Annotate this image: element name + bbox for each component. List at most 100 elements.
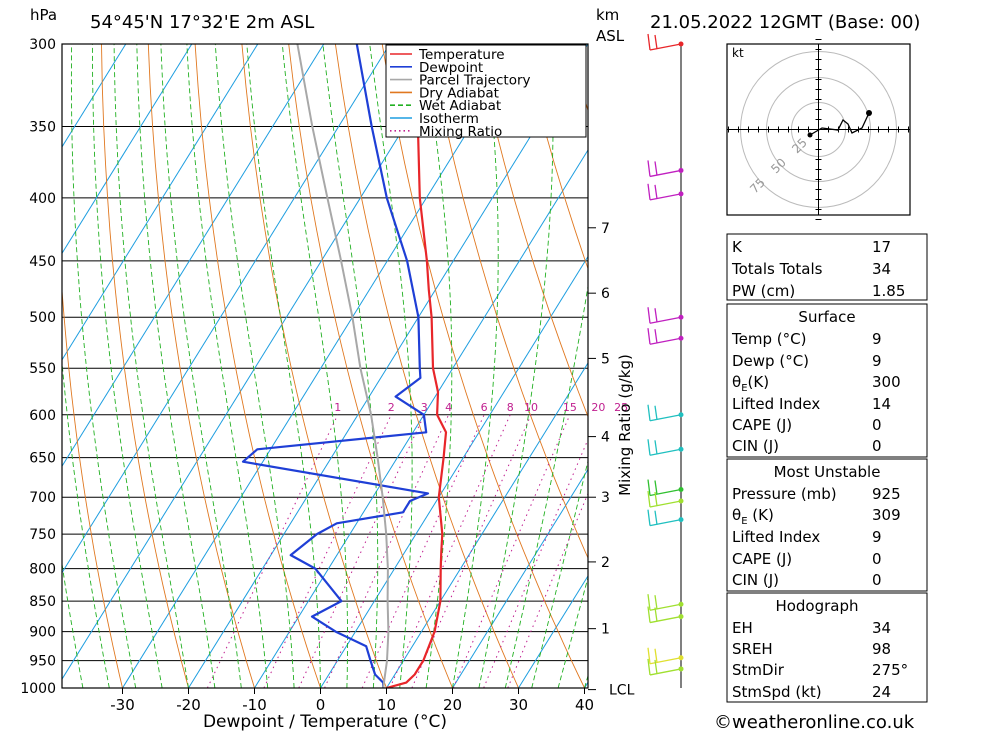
stmspd-value: 24	[872, 683, 891, 701]
pressure-tick-label: 300	[29, 37, 56, 53]
stmdir-label: StmDir	[732, 661, 785, 679]
wind-barb	[647, 439, 684, 456]
indices-box	[726, 233, 928, 301]
hodograph-startpoint	[807, 132, 813, 138]
dry-adiabat-line	[241, 44, 387, 688]
wet-adiabat-line	[136, 44, 216, 688]
temperature-tick-label: 30	[509, 696, 528, 714]
wet-adiabat-line	[423, 44, 453, 688]
surface-cape-value: 0	[872, 416, 882, 434]
dry-adiabat-line	[147, 44, 255, 688]
mu-pressure-value: 925	[872, 485, 901, 503]
hodograph-endpoint	[866, 110, 872, 116]
pw-value: 1.85	[872, 282, 905, 300]
wind-barb	[647, 647, 684, 665]
wet-adiabat-line	[322, 44, 379, 688]
credit-text: ©weatheronline.co.uk	[714, 712, 915, 733]
mixing-ratio-label: 25	[614, 401, 628, 414]
temperature-series-line	[386, 44, 448, 688]
wet-adiabat-line	[160, 44, 242, 688]
dry-adiabat-line	[194, 44, 321, 688]
isotherm-line	[320, 255, 588, 688]
hodograph-table-box	[726, 592, 928, 703]
isotherm-line	[386, 362, 588, 688]
mixing-ratio-label: 8	[507, 401, 514, 414]
surface-li-value: 14	[872, 395, 891, 413]
hodograph-trace	[809, 112, 870, 136]
legend-label: Dewpoint	[419, 60, 483, 76]
surface-box	[726, 303, 928, 458]
location-title: 54°45'N 17°32'E 2m ASL	[90, 12, 314, 33]
dry-adiabat-line	[288, 44, 453, 688]
wind-barb	[647, 183, 684, 201]
mu-li-value: 9	[872, 528, 882, 546]
isotherm-line	[62, 44, 391, 574]
surface-cin-label: CIN (J)	[732, 437, 779, 455]
wind-barb	[647, 307, 684, 324]
hodograph-unit: kt	[732, 46, 744, 60]
dry-adiabat-line	[428, 44, 588, 560]
legend-label: Wet Adiabat	[419, 98, 501, 114]
wind-barb	[647, 658, 684, 676]
pressure-tick-label: 400	[29, 191, 56, 207]
most-unstable-title: Most Unstable	[774, 463, 881, 481]
mixing-ratio-label: 10	[524, 401, 538, 414]
wet-adiabat-line	[186, 44, 269, 688]
temperature-tick-label: -20	[176, 696, 201, 714]
totals-totals-label: Totals Totals	[731, 260, 823, 278]
mu-cin-value: 0	[872, 571, 882, 589]
isotherm-line	[62, 44, 193, 255]
temperature-tick-label: 0	[316, 696, 326, 714]
dry-adiabat-line	[522, 44, 588, 270]
isotherm-line	[518, 574, 588, 688]
wet-adiabat-line	[478, 44, 554, 688]
temperature-tick-label: 40	[575, 696, 594, 714]
wet-adiabat-line	[113, 44, 189, 688]
dry-adiabat-line	[944, 44, 1000, 688]
hodograph-table: Hodograph EH 34 SREH 98 StmDir 275° StmS…	[726, 592, 928, 703]
legend-label: Parcel Trajectory	[419, 73, 531, 89]
dry-adiabat-line	[475, 44, 588, 418]
sreh-label: SREH	[732, 640, 773, 658]
legend-label: Dry Adiabat	[419, 85, 499, 101]
legend-label: Mixing Ratio	[419, 124, 502, 140]
mu-cape-label: CAPE (J)	[732, 550, 792, 568]
wind-barb	[647, 594, 684, 611]
height-tick-label: 1	[601, 622, 610, 638]
pw-label: PW (cm)	[732, 282, 795, 300]
temperature-tick-label: 20	[443, 696, 462, 714]
dry-adiabat-line	[334, 44, 519, 688]
surface-li-label: Lifted Index	[732, 395, 820, 413]
x-axis-title: Dewpoint / Temperature (°C)	[203, 712, 447, 732]
wet-adiabat-line	[214, 44, 295, 688]
mixing-ratio-line	[507, 492, 588, 688]
wet-adiabat-line	[369, 44, 413, 688]
surface-temp-value: 9	[872, 330, 882, 348]
indices-table: K 17 Totals Totals 34 PW (cm) 1.85	[726, 233, 928, 301]
pressure-tick-label: 950	[29, 654, 56, 670]
mixing-ratio-line	[411, 414, 532, 688]
temperature-tick-label: -10	[242, 696, 267, 714]
axis-layer: 1 2 3 4 6 8 10 15 20 2530035040045050055060065070…	[20, 37, 634, 714]
mixing-ratio-label: 6	[481, 401, 488, 414]
dewpoint-series-line	[241, 44, 430, 688]
k-index-label: K	[732, 238, 743, 256]
mu-cin-label: CIN (J)	[732, 571, 779, 589]
mixing-ratio-label: 4	[445, 401, 452, 414]
surface-dewp-value: 9	[872, 352, 882, 370]
wet-adiabat-line	[531, 459, 588, 688]
mixing-ratio-line	[361, 414, 485, 688]
mu-cape-value: 0	[872, 550, 882, 568]
sreh-value: 98	[872, 640, 891, 658]
legend-label: Temperature	[418, 47, 505, 63]
wet-adiabat-line	[246, 44, 321, 688]
mu-theta-value: 309	[872, 506, 901, 524]
mixing-ratio-label: 1	[334, 401, 341, 414]
height-unit-asl: ASL	[596, 27, 625, 45]
dry-adiabat-line	[991, 44, 1000, 688]
k-index-value: 17	[872, 238, 891, 256]
series-layer	[241, 44, 448, 688]
hodograph-table-title: Hodograph	[775, 597, 858, 615]
pressure-tick-label: 550	[29, 361, 56, 377]
